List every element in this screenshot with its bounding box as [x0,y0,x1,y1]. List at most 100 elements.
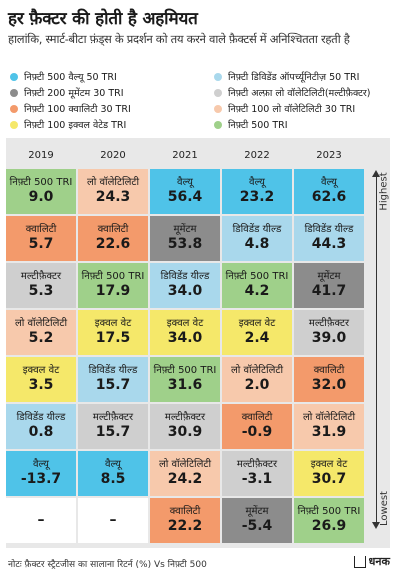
return-value: 26.9 [311,518,347,534]
factor-cell: क्वालिटी -0.9 [222,404,292,449]
factor-label: निफ़्टी 500 TRI [153,365,217,376]
return-value: -3.1 [241,471,273,487]
factor-cell: लो वॉलेटिलिटी 24.3 [78,169,148,214]
return-value: 56.4 [167,189,203,205]
return-value: 8.5 [100,471,126,487]
brand-mark-icon [353,555,366,568]
factor-label: डिविडेंड यील्ड [232,224,282,235]
return-value: 24.2 [167,471,203,487]
year-label: 2023 [316,150,342,161]
factor-label: निफ़्टी 500 TRI [81,271,145,282]
year-label: 2019 [28,150,54,161]
factor-cell: लो वॉलेटिलिटी 2.0 [222,357,292,402]
factor-cell: डिविडेंड यील्ड 0.8 [6,404,76,449]
page-subtitle: हालांकि, स्मार्ट-बीटा फ़ंड्स के प्रदर्शन… [8,32,350,46]
return-value: 41.7 [311,283,347,299]
factor-label: निफ़्टी 500 TRI [225,271,289,282]
factor-label: इक्वल वेट [310,459,348,470]
legend-item: निफ़्टी 100 क्वालिटी 30 TRI [10,102,131,115]
axis-label-lowest: Lowest [378,491,390,526]
factor-cell: मल्टीफ़ैक्टर 5.3 [6,263,76,308]
return-value: 5.2 [28,330,54,346]
return-value: 15.7 [95,377,131,393]
factor-cell: वैल्यू -13.7 [6,451,76,496]
factor-cell: डिविडेंड यील्ड 44.3 [294,216,364,261]
factor-cell: क्वालिटी 22.2 [150,498,220,543]
factor-label: मूमेंटम [245,506,269,517]
return-value: 31.6 [167,377,203,393]
legend-label: निफ़्टी 200 मूमेंटम 30 TRI [24,88,124,99]
return-value: 34.0 [167,283,203,299]
factor-label: निफ़्टी 500 TRI [9,177,73,188]
return-value: 22.6 [95,236,131,252]
factor-cell: निफ़्टी 500 TRI 31.6 [150,357,220,402]
return-value: 39.0 [311,330,347,346]
return-value: 22.2 [167,518,203,534]
legend-item: निफ़्टी डिविडेंड ऑपर्च्यूनिटीज़ 50 TRI [214,70,359,83]
return-value: 31.9 [311,424,347,440]
factor-label: लो वॉलेटिलिटी [86,177,140,188]
return-value: 24.3 [95,189,131,205]
return-value: 30.7 [311,471,347,487]
footnote: नोटः फ़ैक्टर स्ट्रैटजीस का सालाना रिटर्न… [8,560,207,570]
factor-cell: इक्वल वेट 17.5 [78,310,148,355]
legend-swatch [214,88,222,97]
factor-label: मल्टीफ़ैक्टर [20,271,62,282]
legend-swatch [10,104,18,113]
factor-cell: निफ़्टी 500 TRI 9.0 [6,169,76,214]
return-value: – [109,512,117,528]
arrow-up-icon [372,170,380,177]
factor-cell: मूमेंटम 53.8 [150,216,220,261]
factor-cell: मल्टीफ़ैक्टर 30.9 [150,404,220,449]
return-value: 4.2 [244,283,270,299]
page-title: हर फ़ैक्टर की होती है अहमियत [8,9,198,29]
factor-label: क्वालिटी [241,412,273,423]
legend-item: निफ़्टी 200 मूमेंटम 30 TRI [10,86,124,99]
factor-label: डिविडेंड यील्ड [160,271,210,282]
legend-label: निफ़्टी 500 TRI [228,120,288,131]
factor-cell: मल्टीफ़ैक्टर -3.1 [222,451,292,496]
factor-cell: – [78,498,148,543]
legend-swatch [10,88,18,97]
return-value: 0.8 [28,424,54,440]
factor-cell: – [6,498,76,543]
legend-label: निफ़्टी अल्फ़ा लो वॉलेटिलिटी(मल्टीफ़ैक्ट… [228,88,371,99]
factor-cell: मल्टीफ़ैक्टर 15.7 [78,404,148,449]
factor-label: मूमेंटम [173,224,197,235]
return-value: 2.4 [244,330,270,346]
factor-label: इक्वल वेट [94,318,132,329]
factor-label: डिविडेंड यील्ड [304,224,354,235]
factor-cell: लो वॉलेटिलिटी 24.2 [150,451,220,496]
factor-label: क्वालिटी [169,506,201,517]
factor-cell: इक्वल वेट 30.7 [294,451,364,496]
return-value: 30.9 [167,424,203,440]
legend-swatch [214,104,222,113]
brand-logo: धनक [353,554,390,569]
legend-label: निफ़्टी 500 वैल्यू 50 TRI [24,72,117,83]
factor-label: मल्टीफ़ैक्टर [308,318,350,329]
factor-label: लो वॉलेटिलिटी [302,412,356,423]
factor-label: डिविडेंड यील्ड [88,365,138,376]
arrow-down-icon [372,522,380,529]
legend-swatch [214,120,222,129]
factor-label: इक्वल वेट [22,365,60,376]
return-value: 4.8 [244,236,270,252]
return-value: 9.0 [28,189,54,205]
factor-cell: मूमेंटम -5.4 [222,498,292,543]
return-value: 53.8 [167,236,203,252]
return-value: 32.0 [311,377,347,393]
factor-label: क्वालिटी [97,224,129,235]
factor-cell: मल्टीफ़ैक्टर 39.0 [294,310,364,355]
return-value: 44.3 [311,236,347,252]
legend-swatch [214,72,222,81]
factor-cell: लो वॉलेटिलिटी 5.2 [6,310,76,355]
return-value: 3.5 [28,377,54,393]
return-value: 2.0 [244,377,270,393]
legend-swatch [10,120,18,129]
factor-label: डिविडेंड यील्ड [16,412,66,423]
return-value: -13.7 [20,471,62,487]
factor-label: मल्टीफ़ैक्टर [164,412,206,423]
legend-item: निफ़्टी 500 वैल्यू 50 TRI [10,70,117,83]
factor-cell: निफ़्टी 500 TRI 26.9 [294,498,364,543]
year-label: 2022 [244,150,270,161]
